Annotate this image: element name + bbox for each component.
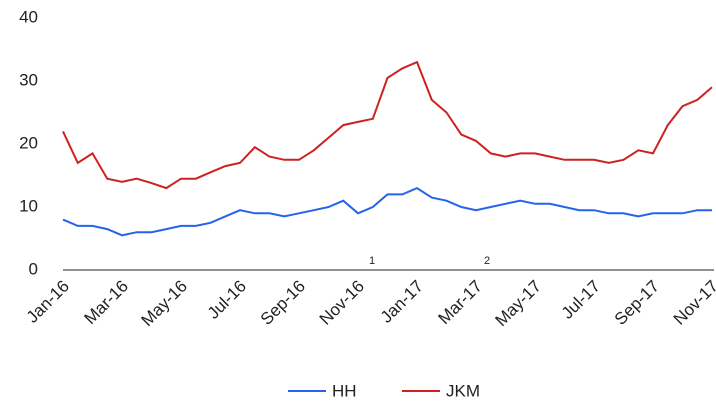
x-tick-label: Sep-17 xyxy=(611,277,663,329)
x-tick-label: Sep-16 xyxy=(257,277,309,329)
x-tick-label: May-16 xyxy=(137,277,191,331)
annotation: 2 xyxy=(484,255,490,267)
y-tick-label: 0 xyxy=(29,259,38,278)
legend-label: HH xyxy=(332,381,357,400)
x-tick-label: Jul-16 xyxy=(204,277,250,323)
y-tick-label: 40 xyxy=(19,7,38,26)
x-tick-label: Nov-17 xyxy=(670,277,716,329)
y-tick-label: 20 xyxy=(19,133,38,152)
series-line xyxy=(62,186,712,237)
legend-label: JKM xyxy=(446,381,480,400)
x-tick-label: Mar-17 xyxy=(434,277,486,329)
x-tick-label: Jul-17 xyxy=(558,277,604,323)
x-tick-label: Mar-16 xyxy=(80,277,132,329)
y-tick-label: 30 xyxy=(19,70,38,89)
x-tick-label: Nov-16 xyxy=(316,277,368,329)
series-line xyxy=(62,60,713,190)
x-tick-label: Jan-17 xyxy=(377,277,427,327)
x-tick-label: May-17 xyxy=(491,277,545,331)
annotation: 1 xyxy=(369,255,375,267)
y-tick-label: 10 xyxy=(19,196,38,215)
x-tick-label: Jan-16 xyxy=(23,277,73,327)
